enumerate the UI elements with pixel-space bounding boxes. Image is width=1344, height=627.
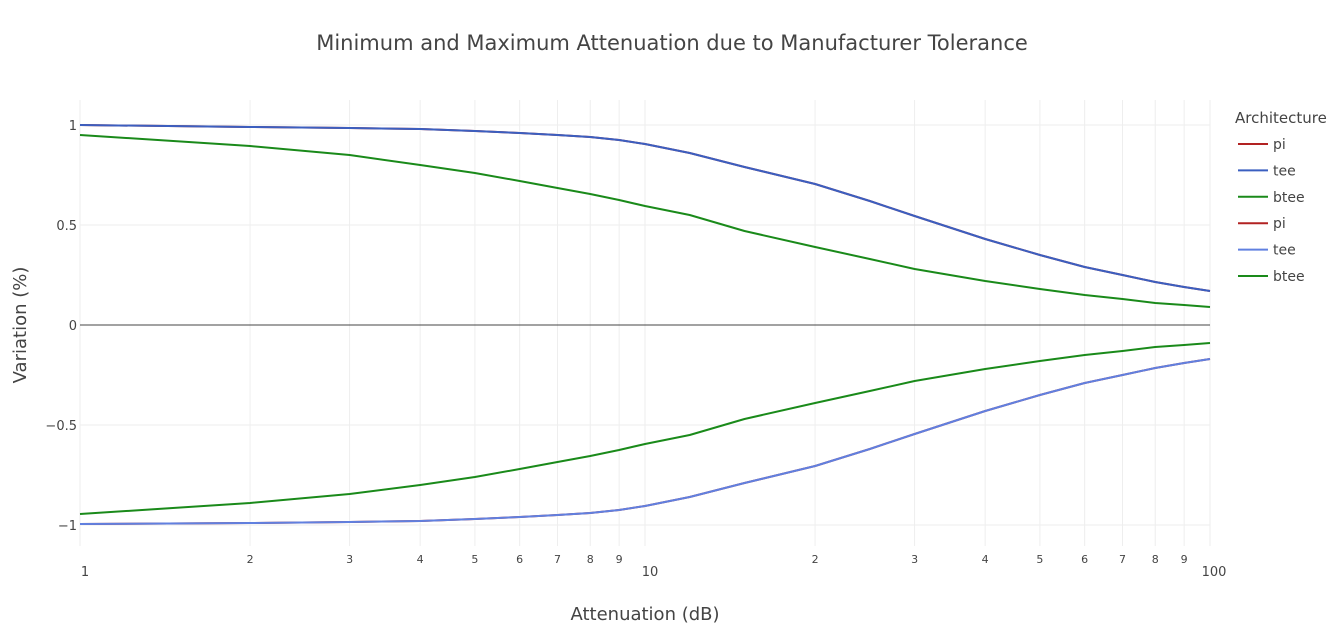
x-tick-label: 8: [1152, 553, 1159, 566]
x-tick-label: 7: [554, 553, 561, 566]
legend-item[interactable]: btee: [1238, 269, 1305, 285]
x-tick-label: 5: [1036, 553, 1043, 566]
x-tick-label: 8: [587, 553, 594, 566]
series-line-tee: [79, 358, 1211, 525]
x-tick-label: 9: [616, 553, 623, 566]
x-tick-label: 2: [247, 553, 254, 566]
legend-item[interactable]: btee: [1238, 190, 1305, 206]
y-axis: 1 0.5 0 −0.5 −1: [45, 119, 77, 534]
y-tick-label: 0: [69, 319, 77, 334]
x-axis: 2 3 4 5 6 7 8 9 2 3 4 5 6 7 8 9 1 10 100: [81, 553, 1227, 580]
legend-item[interactable]: tee: [1238, 243, 1296, 259]
legend-label: btee: [1273, 269, 1305, 285]
chart-title: Minimum and Maximum Attenuation due to M…: [316, 31, 1028, 55]
series-line-tee: [79, 124, 1211, 292]
x-tick-label: 10: [642, 565, 659, 580]
y-tick-label: 1: [69, 119, 77, 134]
y-tick-label: 0.5: [56, 219, 77, 234]
legend-title: Architecture: [1235, 109, 1327, 127]
x-tick-label: 2: [812, 553, 819, 566]
x-tick-label: 5: [471, 553, 478, 566]
x-tick-label: 4: [417, 553, 424, 566]
legend[interactable]: Architecture pi tee btee pi tee btee: [1235, 109, 1327, 285]
series-line-btee: [79, 134, 1211, 308]
legend-label: tee: [1273, 243, 1296, 259]
legend-item[interactable]: pi: [1238, 137, 1286, 153]
x-axis-title: Attenuation (dB): [570, 604, 719, 625]
x-tick-label: 6: [516, 553, 523, 566]
legend-label: btee: [1273, 190, 1305, 206]
x-tick-label: 4: [982, 553, 989, 566]
x-tick-label: 3: [911, 553, 918, 566]
x-tick-label: 6: [1081, 553, 1088, 566]
plot-area: [79, 124, 1211, 525]
x-tick-label: 7: [1119, 553, 1126, 566]
x-tick-label: 100: [1202, 565, 1227, 580]
legend-item[interactable]: tee: [1238, 163, 1296, 179]
legend-label: pi: [1273, 216, 1286, 232]
legend-label: tee: [1273, 163, 1296, 179]
y-axis-title: Variation (%): [10, 267, 31, 384]
legend-label: pi: [1273, 137, 1286, 153]
grid: [79, 100, 1211, 546]
x-tick-label: 9: [1181, 553, 1188, 566]
y-tick-label: −1: [58, 519, 77, 534]
x-tick-label: 3: [346, 553, 353, 566]
x-tick-label: 1: [81, 565, 89, 580]
y-tick-label: −0.5: [45, 419, 77, 434]
legend-item[interactable]: pi: [1238, 216, 1286, 232]
series-line-btee: [79, 342, 1211, 515]
